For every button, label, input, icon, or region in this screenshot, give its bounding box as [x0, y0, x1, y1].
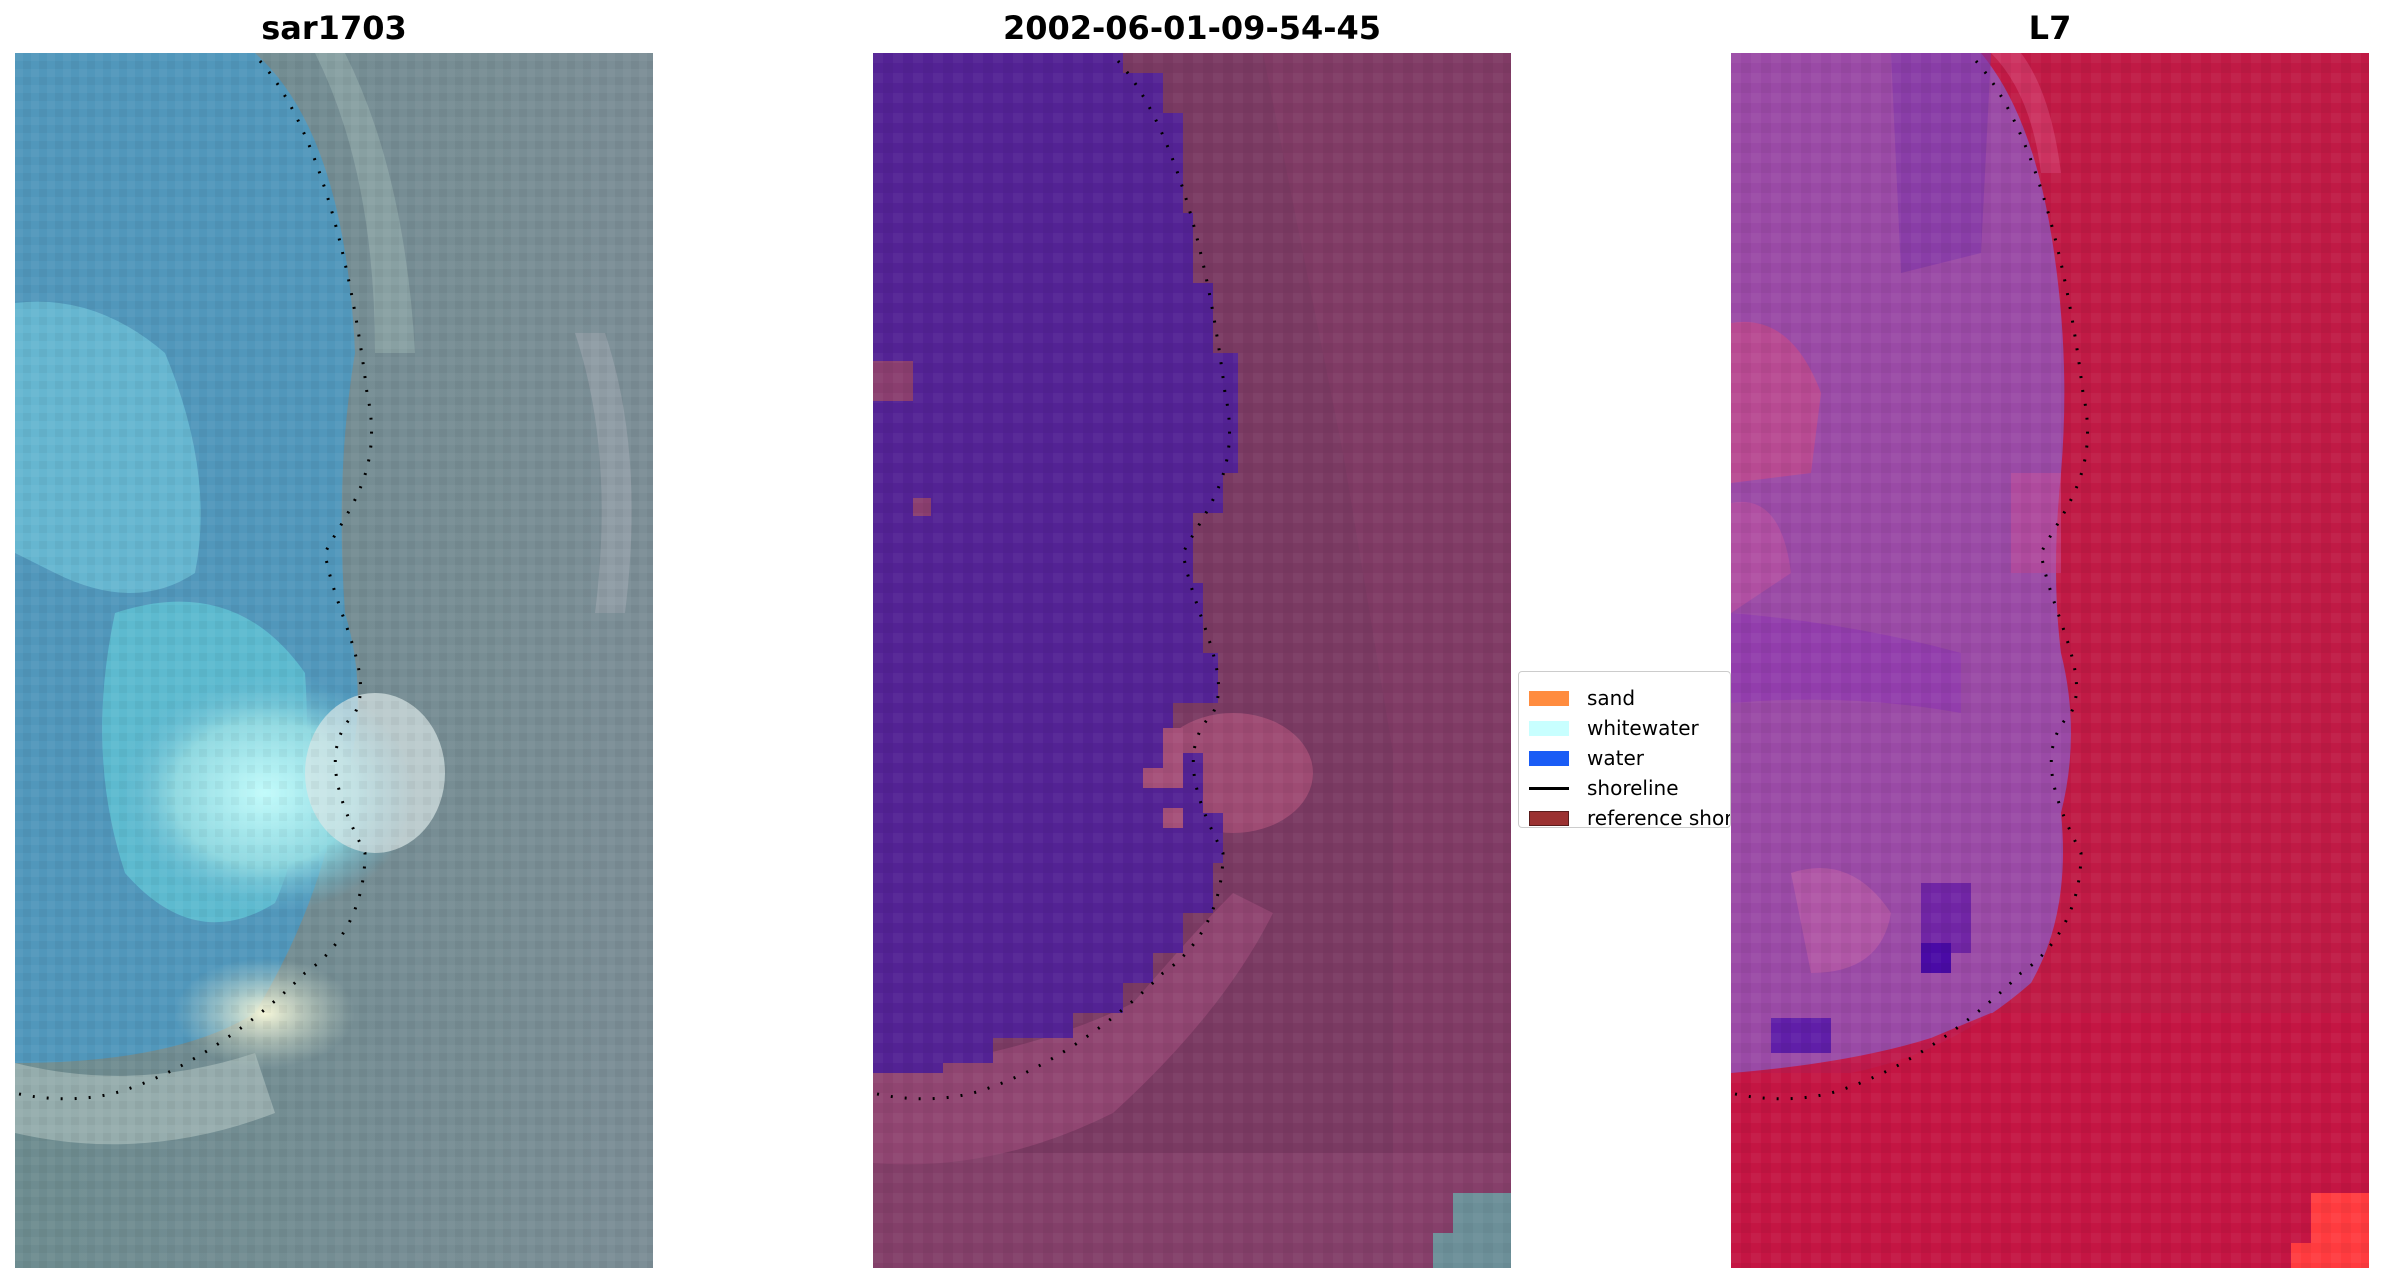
- false-color-image-panel: [1731, 53, 2369, 1268]
- legend-label: shoreline: [1587, 776, 1679, 800]
- legend-item-reference-shoreline: reference shoreline: [1529, 804, 1731, 828]
- rgb-image: [15, 53, 653, 1268]
- legend: sand whitewater water shoreline referenc…: [1518, 671, 1731, 828]
- legend-item-water: water: [1529, 744, 1644, 772]
- legend-label: whitewater: [1587, 716, 1699, 740]
- classified-image-panel: [873, 53, 1511, 1268]
- legend-item-sand: sand: [1529, 684, 1635, 712]
- legend-item-shoreline: shoreline: [1529, 774, 1679, 802]
- legend-line-shoreline: [1529, 786, 1569, 790]
- panel-title-satellite: L7: [2028, 9, 2072, 47]
- legend-swatch-water: [1529, 750, 1569, 766]
- legend-label: reference shoreline: [1587, 806, 1731, 828]
- panel-title-date: 2002-06-01-09-54-45: [1002, 9, 1382, 47]
- rgb-image-panel: [15, 53, 653, 1268]
- legend-label: water: [1587, 746, 1644, 770]
- legend-item-whitewater: whitewater: [1529, 714, 1699, 742]
- legend-swatch-sand: [1529, 690, 1569, 706]
- classified-image: [873, 53, 1511, 1268]
- legend-label: sand: [1587, 686, 1636, 710]
- legend-swatch-whitewater: [1529, 720, 1569, 736]
- false-color-image: [1731, 53, 2369, 1268]
- legend-swatch-reference-shoreline: [1529, 810, 1569, 826]
- panel-title-image: sar1703: [261, 9, 407, 47]
